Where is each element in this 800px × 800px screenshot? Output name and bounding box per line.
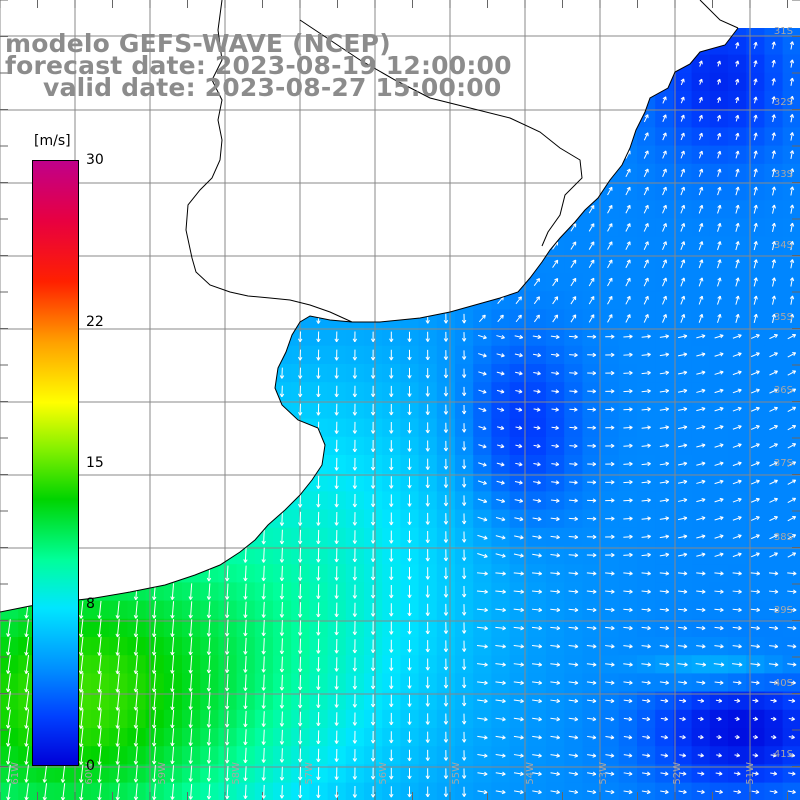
longitude-label: 61W: [10, 762, 21, 785]
longitude-label: 57W: [304, 762, 315, 785]
longitude-label: 51W: [745, 762, 756, 785]
latitude-label: 40S: [774, 678, 793, 689]
latitude-label: 35S: [774, 312, 793, 323]
colorbar-tick: 30: [86, 152, 104, 168]
latitude-label: 34S: [774, 240, 793, 251]
colorbar-tick: 15: [86, 455, 104, 471]
longitude-label: 58W: [231, 762, 242, 785]
longitude-label: 59W: [157, 762, 168, 785]
valid-date: valid date: 2023-08-27 15:00:00: [43, 73, 502, 102]
longitude-label: 54W: [525, 762, 536, 785]
colorbar-unit: [m/s]: [34, 133, 71, 149]
latitude-label: 37S: [774, 458, 793, 469]
latitude-label: 36S: [774, 385, 793, 396]
longitude-label: 55W: [451, 762, 462, 785]
colorbar-tick: 0: [86, 758, 95, 774]
longitude-label: 53W: [598, 762, 609, 785]
longitude-label: 56W: [378, 762, 389, 785]
colorbar: [32, 160, 79, 766]
colorbar-tick: 22: [86, 313, 104, 330]
latitude-label: 32S: [774, 97, 793, 108]
latitude-label: 39S: [774, 605, 793, 616]
colorbar-tick: 8: [86, 596, 95, 613]
longitude-label: 52W: [672, 762, 683, 785]
latitude-label: 38S: [774, 532, 793, 543]
latitude-label: 31S: [774, 26, 793, 37]
latitude-label: 33S: [774, 169, 793, 180]
latitude-label: 41S: [774, 749, 793, 760]
